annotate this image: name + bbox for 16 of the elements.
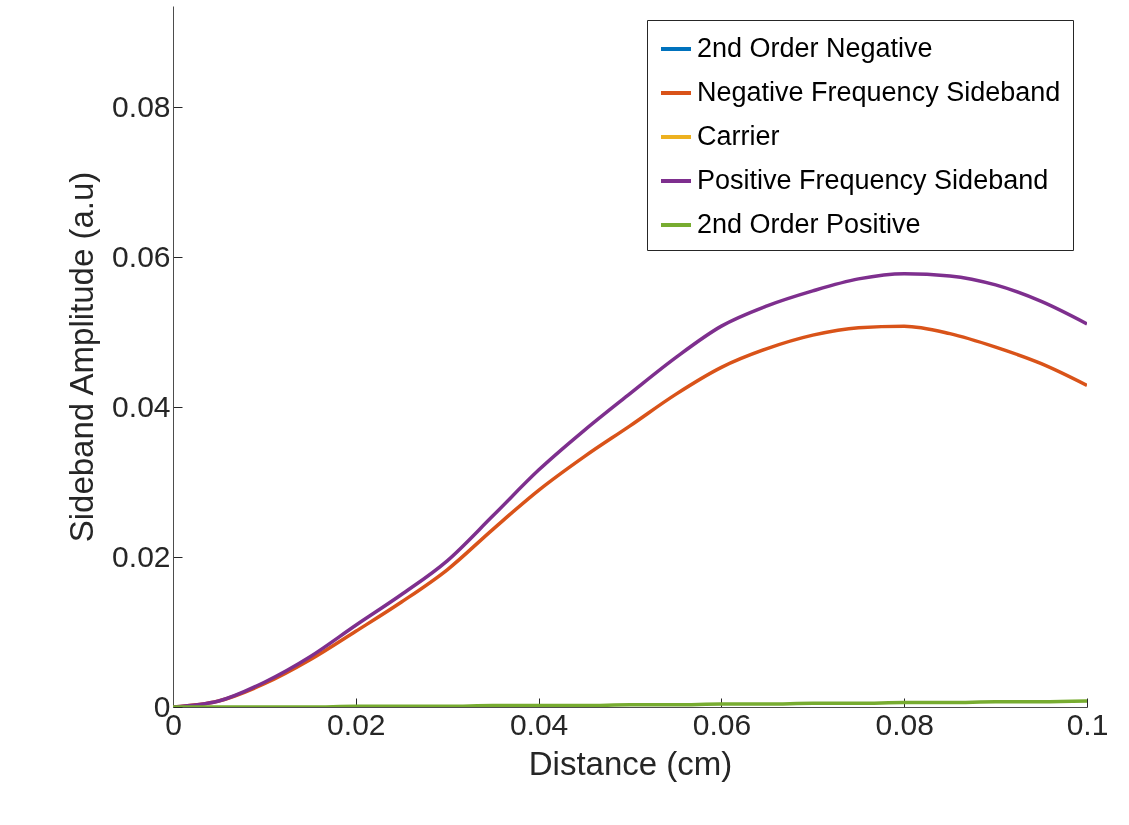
legend-label: 2nd Order Negative [697,33,933,63]
y-axis-title: Sideband Amplitude (a.u) [63,171,101,543]
x-tick-label: 0.02 [327,707,386,741]
x-tick-label: 0.04 [509,707,569,741]
x-tick-label: 0.08 [875,707,934,741]
x-tick-label: 0.1 [1066,707,1109,741]
legend-label: Positive Frequency Sideband [697,165,1049,195]
legend-label: Negative Frequency Sideband [697,77,1061,107]
y-tick-label: 0.08 [112,89,171,123]
y-tick-label: 0.02 [112,539,171,573]
x-tick-label: 0.06 [692,707,752,741]
y-tick-label: 0.06 [112,239,171,273]
y-tick-label: 0.04 [112,389,171,423]
legend-label: 2nd Order Positive [697,209,921,239]
legend-label: Carrier [697,121,780,151]
x-axis-title: Distance (cm) [528,744,733,782]
